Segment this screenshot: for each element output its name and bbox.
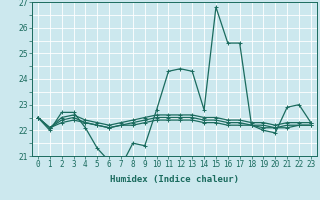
X-axis label: Humidex (Indice chaleur): Humidex (Indice chaleur) [110, 175, 239, 184]
